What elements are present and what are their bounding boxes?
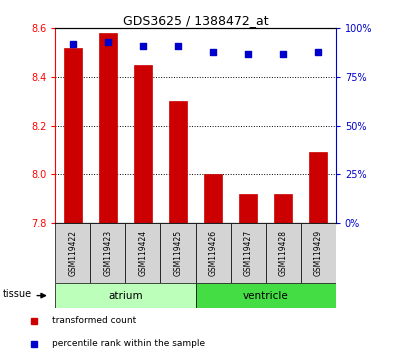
Text: GSM119427: GSM119427 — [244, 230, 253, 276]
Point — [140, 43, 146, 48]
Bar — [196, 283, 336, 308]
Bar — [231, 223, 265, 283]
Bar — [55, 283, 196, 308]
Bar — [275, 194, 292, 223]
Text: GSM119423: GSM119423 — [103, 230, 113, 276]
Bar — [55, 223, 90, 283]
Bar — [309, 153, 327, 223]
Bar — [301, 223, 336, 283]
Point — [210, 49, 216, 55]
Point — [315, 49, 322, 55]
Text: GSM119426: GSM119426 — [209, 230, 218, 276]
Bar — [126, 223, 160, 283]
Text: ventricle: ventricle — [243, 291, 288, 301]
Text: GSM119424: GSM119424 — [138, 230, 147, 276]
Point — [245, 51, 251, 56]
Bar — [90, 223, 126, 283]
Bar — [204, 174, 222, 223]
Bar — [239, 194, 257, 223]
Text: GSM119425: GSM119425 — [173, 230, 182, 276]
Bar — [99, 33, 117, 223]
Bar — [196, 223, 231, 283]
Bar — [169, 101, 187, 223]
Text: GSM119429: GSM119429 — [314, 230, 323, 276]
Point — [105, 39, 111, 45]
Text: GSM119428: GSM119428 — [278, 230, 288, 276]
Bar — [160, 223, 196, 283]
Bar — [134, 65, 152, 223]
Point — [280, 51, 286, 56]
Title: GDS3625 / 1388472_at: GDS3625 / 1388472_at — [123, 14, 268, 27]
Point — [70, 41, 76, 47]
Bar — [265, 223, 301, 283]
Text: transformed count: transformed count — [52, 316, 136, 325]
Text: GSM119422: GSM119422 — [68, 230, 77, 276]
Text: atrium: atrium — [108, 291, 143, 301]
Point — [175, 43, 181, 48]
Bar — [64, 48, 82, 223]
Text: percentile rank within the sample: percentile rank within the sample — [52, 339, 205, 348]
Text: tissue: tissue — [3, 289, 32, 299]
